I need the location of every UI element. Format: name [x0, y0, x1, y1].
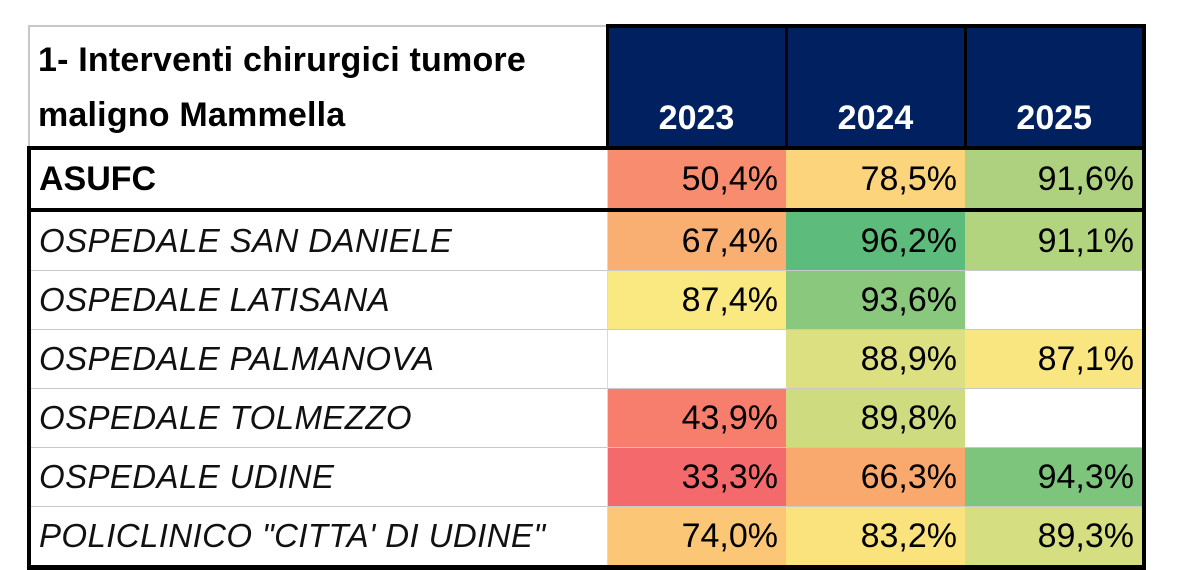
value-cell: 67,4% [607, 209, 786, 271]
value-cell [607, 329, 786, 389]
value-cell: 93,6% [786, 270, 965, 330]
kpi-table-container: 1- Interventi chirurgici tumore maligno … [27, 24, 1146, 570]
value-cell: 50,4% [607, 146, 786, 212]
column-header-2024: 2024 [784, 24, 965, 148]
column-header-2023: 2023 [605, 24, 786, 148]
value-cell: 87,1% [965, 329, 1146, 389]
table-title-line2: maligno Mammella [38, 96, 346, 134]
value-cell: 88,9% [786, 329, 965, 389]
value-cell: 89,8% [786, 388, 965, 448]
table-row-san-daniele: OSPEDALE SAN DANIELE 67,4% 96,2% 91,1% [27, 209, 1146, 271]
table-row-palmanova: OSPEDALE PALMANOVA 88,9% 87,1% [27, 329, 1146, 389]
table-row-policlinico: POLICLINICO "CITTA' DI UDINE" 74,0% 83,2… [27, 506, 1146, 570]
table-title-line1: 1- Interventi chirurgici tumore [38, 41, 526, 79]
row-label-policlinico: POLICLINICO "CITTA' DI UDINE" [27, 506, 608, 570]
row-label-asufc: ASUFC [27, 146, 608, 212]
value-cell: 91,6% [965, 146, 1146, 212]
row-label-udine: OSPEDALE UDINE [27, 447, 608, 507]
table-row-asufc: ASUFC 50,4% 78,5% 91,6% [27, 146, 1146, 212]
value-cell [965, 388, 1146, 448]
value-cell: 78,5% [786, 146, 965, 212]
value-cell: 89,3% [965, 506, 1146, 570]
value-cell: 91,1% [965, 209, 1146, 271]
value-cell: 94,3% [965, 447, 1146, 507]
row-label-tolmezzo: OSPEDALE TOLMEZZO [27, 388, 608, 448]
kpi-table: 1- Interventi chirurgici tumore maligno … [27, 24, 1146, 570]
table-title: 1- Interventi chirurgici tumore maligno … [28, 25, 608, 148]
row-label-san-daniele: OSPEDALE SAN DANIELE [27, 209, 608, 271]
value-cell [965, 270, 1146, 330]
header-row: 1- Interventi chirurgici tumore maligno … [28, 24, 1146, 148]
value-cell: 33,3% [607, 447, 786, 507]
table-row-latisana: OSPEDALE LATISANA 87,4% 93,6% [27, 270, 1146, 330]
table-row-tolmezzo: OSPEDALE TOLMEZZO 43,9% 89,8% [27, 388, 1146, 448]
value-cell: 74,0% [607, 506, 786, 570]
row-label-latisana: OSPEDALE LATISANA [27, 270, 608, 330]
value-cell: 66,3% [786, 447, 965, 507]
table-row-udine: OSPEDALE UDINE 33,3% 66,3% 94,3% [27, 447, 1146, 507]
value-cell: 43,9% [607, 388, 786, 448]
value-cell: 87,4% [607, 270, 786, 330]
value-cell: 96,2% [786, 209, 965, 271]
value-cell: 83,2% [786, 506, 965, 570]
column-header-2025: 2025 [963, 24, 1146, 148]
row-label-palmanova: OSPEDALE PALMANOVA [27, 329, 608, 389]
